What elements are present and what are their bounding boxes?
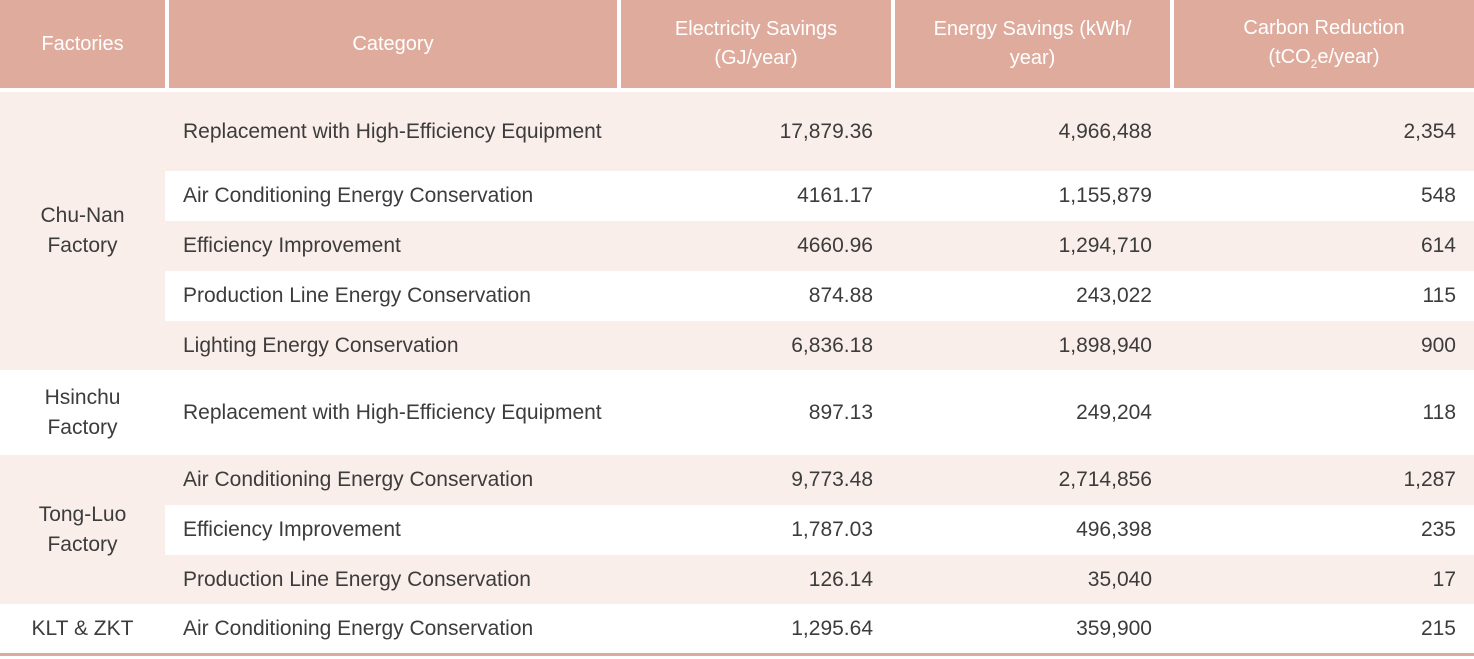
carbon-value: 2,354 (1170, 92, 1474, 171)
category-cell: Efficiency Improvement (165, 221, 617, 271)
column-header-energy-line2: year) (1009, 47, 1056, 69)
column-header-carbon-line2: (tCO2e/year) (1186, 43, 1462, 73)
electricity-value: 1,787.03 (617, 505, 891, 555)
electricity-value: 126.14 (617, 555, 891, 604)
energy-value: 243,022 (891, 271, 1170, 321)
table-row: Efficiency Improvement 1,787.03 496,398 … (0, 505, 1474, 555)
table-body: Chu-Nan Factory Replacement with High-Ef… (0, 92, 1474, 656)
energy-value: 249,204 (891, 370, 1170, 455)
carbon-value: 548 (1170, 171, 1474, 221)
table-row: Lighting Energy Conservation 6,836.18 1,… (0, 321, 1474, 370)
category-cell: Efficiency Improvement (165, 505, 617, 555)
column-header-energy-line1: Energy Savings (kWh/ (933, 18, 1132, 40)
carbon-value: 215 (1170, 604, 1474, 656)
category-cell: Production Line Energy Conservation (165, 271, 617, 321)
header-row: Factories Category Electricity Savings (… (0, 0, 1474, 92)
factory-cell-klt-zkt: KLT & ZKT (0, 604, 165, 656)
category-cell: Replacement with High-Efficiency Equipme… (165, 370, 617, 455)
electricity-value: 17,879.36 (617, 92, 891, 171)
column-header-category: Category (165, 0, 617, 92)
table-row: KLT & ZKT Air Conditioning Energy Conser… (0, 604, 1474, 656)
category-cell: Air Conditioning Energy Conservation (165, 171, 617, 221)
column-header-category-label: Category (352, 32, 434, 55)
table-row: Air Conditioning Energy Conservation 416… (0, 171, 1474, 221)
carbon-value: 118 (1170, 370, 1474, 455)
electricity-value: 897.13 (617, 370, 891, 455)
carbon-value: 614 (1170, 221, 1474, 271)
table-header: Factories Category Electricity Savings (… (0, 0, 1474, 92)
category-cell: Lighting Energy Conservation (165, 321, 617, 370)
energy-value: 496,398 (891, 505, 1170, 555)
electricity-value: 874.88 (617, 271, 891, 321)
energy-value: 1,898,940 (891, 321, 1170, 370)
factory-cell-chu-nan: Chu-Nan Factory (0, 92, 165, 370)
electricity-value: 1,295.64 (617, 604, 891, 656)
column-header-factories: Factories (0, 0, 165, 92)
energy-value: 1,155,879 (891, 171, 1170, 221)
energy-value: 359,900 (891, 604, 1170, 656)
carbon-unit-pre: (tCO (1268, 46, 1311, 69)
column-header-energy-savings: Energy Savings (kWh/ year) (891, 0, 1170, 92)
electricity-value: 4161.17 (617, 171, 891, 221)
category-cell: Air Conditioning Energy Conservation (165, 455, 617, 505)
table-row: Chu-Nan Factory Replacement with High-Ef… (0, 92, 1474, 370)
energy-value: 1,294,710 (891, 221, 1170, 271)
carbon-value: 115 (1170, 271, 1474, 321)
column-header-electricity-line2: (GJ/year) (714, 47, 798, 69)
factory-cell-tong-luo: Tong-Luo Factory (0, 455, 165, 604)
table-row: Tong-Luo Factory Air Conditioning Energy… (0, 455, 1474, 604)
category-cell: Air Conditioning Energy Conservation (165, 604, 617, 656)
column-header-carbon-line1: Carbon Reduction (1243, 17, 1405, 40)
table-row: Efficiency Improvement 4660.96 1,294,710… (0, 221, 1474, 271)
electricity-value: 6,836.18 (617, 321, 891, 370)
table-row: Hsinchu Factory Replacement with High-Ef… (0, 370, 1474, 455)
energy-value: 2,714,856 (891, 455, 1170, 505)
electricity-value: 9,773.48 (617, 455, 891, 505)
energy-value: 35,040 (891, 555, 1170, 604)
carbon-value: 17 (1170, 555, 1474, 604)
energy-value: 4,966,488 (891, 92, 1170, 171)
category-cell: Production Line Energy Conservation (165, 555, 617, 604)
carbon-value: 235 (1170, 505, 1474, 555)
carbon-value: 900 (1170, 321, 1474, 370)
column-header-electricity-savings: Electricity Savings (GJ/year) (617, 0, 891, 92)
table-row: Production Line Energy Conservation 874.… (0, 271, 1474, 321)
electricity-value: 4660.96 (617, 221, 891, 271)
column-header-carbon-reduction: Carbon Reduction (tCO2e/year) (1170, 0, 1474, 92)
category-cell: Replacement with High-Efficiency Equipme… (165, 92, 617, 171)
column-header-electricity-line1: Electricity Savings (674, 18, 838, 40)
carbon-unit-post: e/year) (1317, 46, 1380, 69)
factory-cell-hsinchu: Hsinchu Factory (0, 370, 165, 455)
column-header-factories-label: Factories (41, 32, 124, 55)
carbon-unit-subscript: 2 (1310, 57, 1318, 72)
carbon-value: 1,287 (1170, 455, 1474, 505)
table-row: Production Line Energy Conservation 126.… (0, 555, 1474, 604)
